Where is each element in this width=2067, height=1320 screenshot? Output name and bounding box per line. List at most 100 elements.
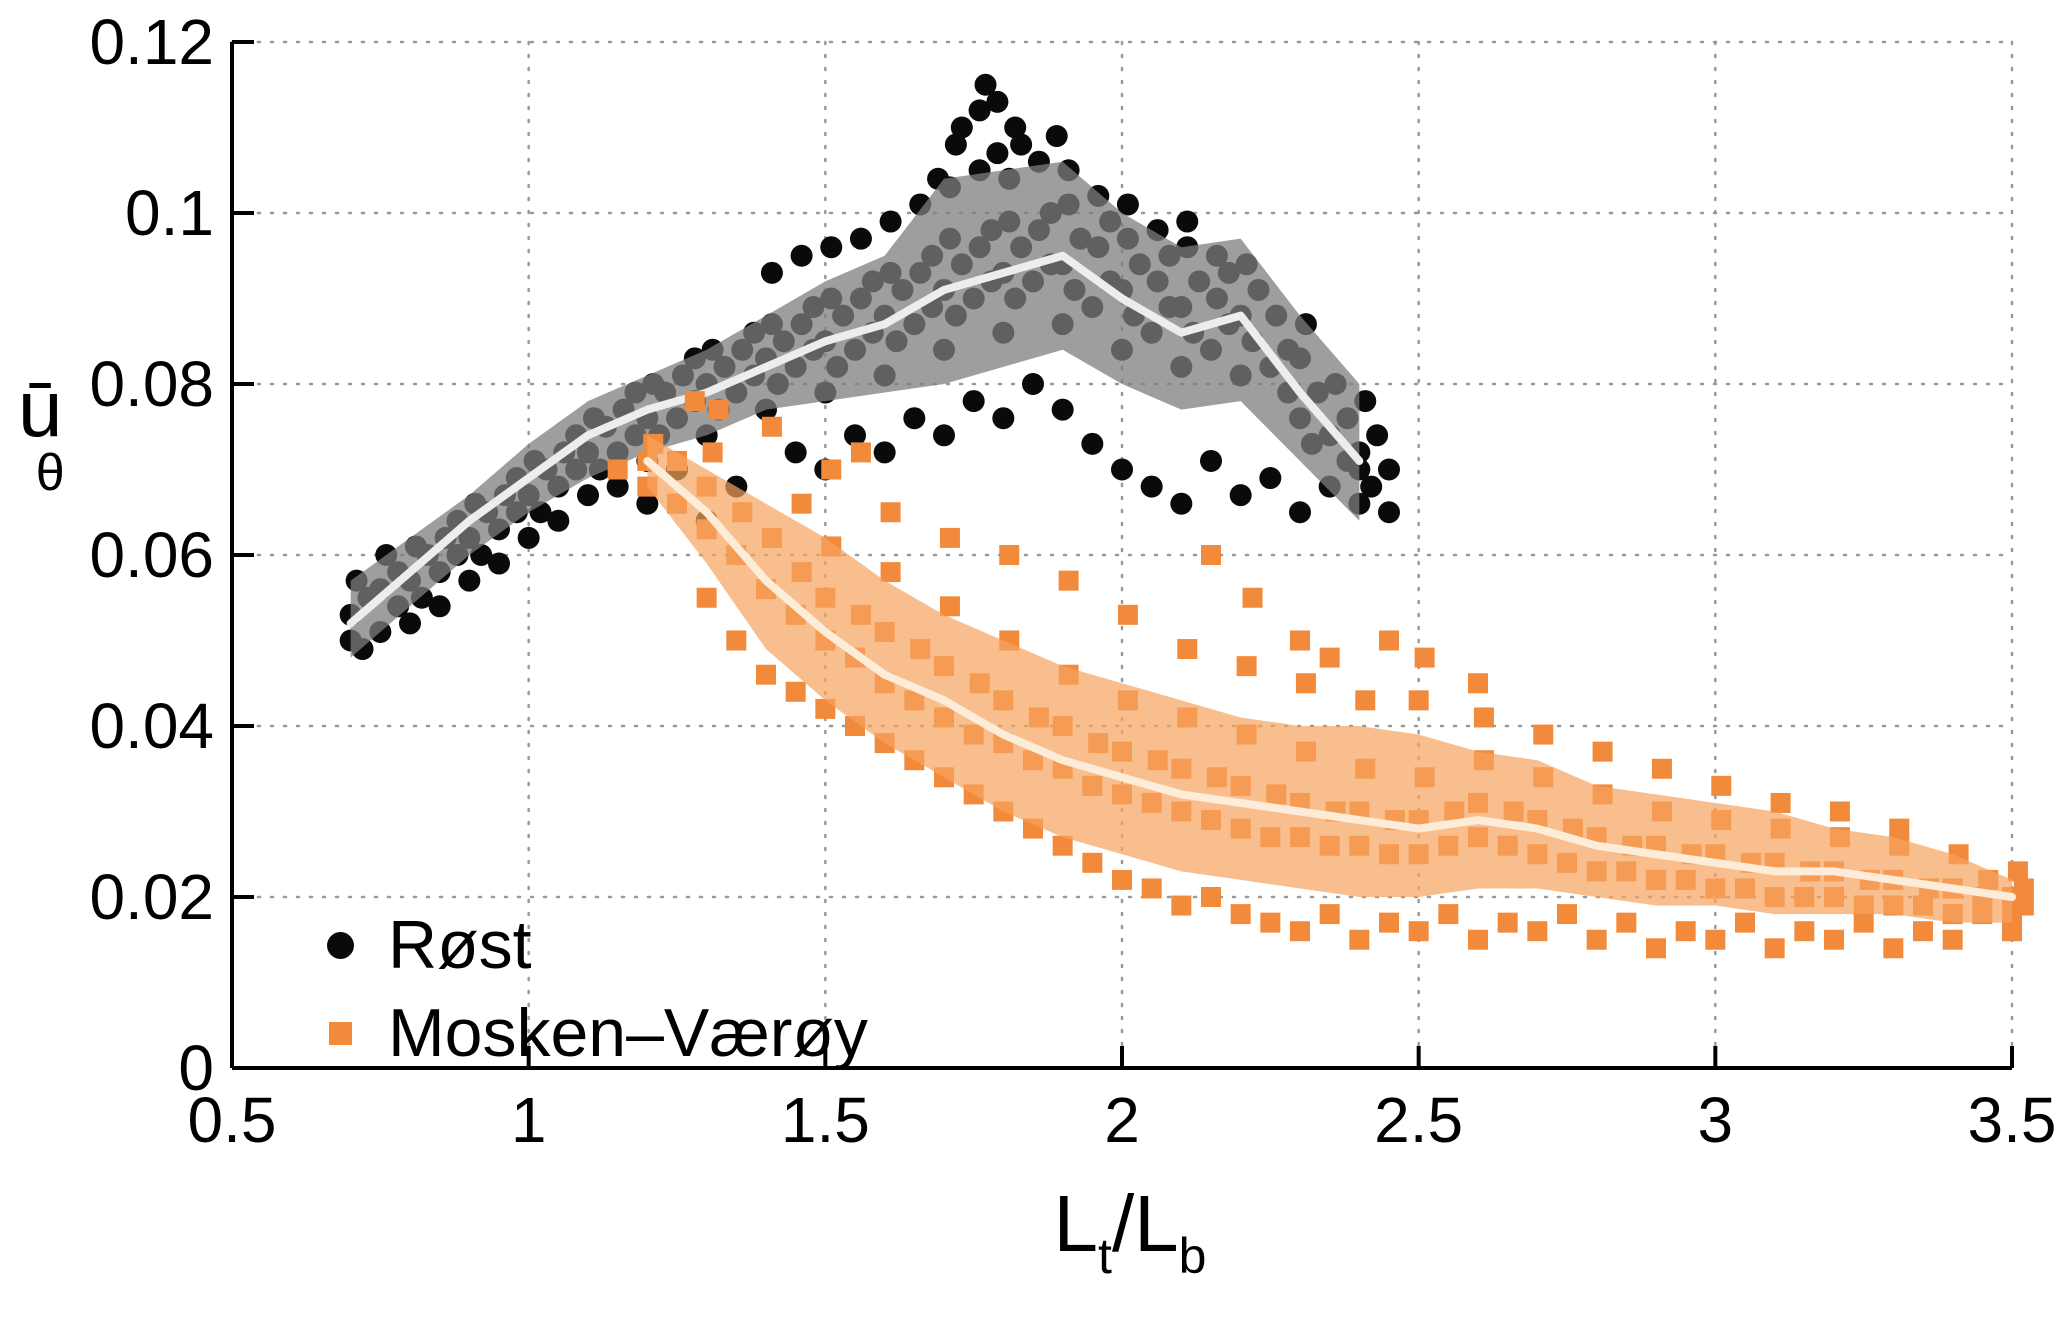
mosken-data-point: [880, 502, 901, 523]
mosken-data-point: [1290, 921, 1310, 942]
rost-data-point: [992, 407, 1015, 430]
mosken-data-point: [791, 493, 812, 514]
rost-data-point: [1354, 390, 1377, 413]
mosken-data-point: [1913, 921, 1933, 942]
y-tick-label: 0.04: [89, 690, 214, 762]
mosken-data-point: [1711, 775, 1732, 796]
rost-data-point: [950, 116, 973, 139]
mosken-data-point: [756, 664, 776, 685]
x-axis-label: Lt/Lb: [900, 1178, 1360, 1281]
rost-data-point: [944, 133, 967, 156]
rost-data-point: [399, 612, 421, 635]
mosken-data-point: [1201, 545, 1221, 565]
mosken-data-point: [2007, 861, 2028, 882]
y-axis-label: ū θ: [18, 369, 65, 499]
rost-data-point: [986, 142, 1009, 165]
y-tick-label: 0.02: [89, 861, 214, 933]
mosken-data-point: [1646, 938, 1666, 959]
mosken-data-point: [785, 681, 806, 702]
legend-label: Mosken–Værøy: [388, 995, 868, 1071]
rost-data-point: [974, 73, 997, 96]
mosken-data-point: [1883, 938, 1904, 959]
mosken-data-point: [684, 391, 705, 412]
mosken-data-point: [1764, 938, 1785, 959]
rost-data-point: [1259, 467, 1282, 490]
y-tick-label: 0.12: [89, 6, 214, 78]
mosken-data-point: [1592, 741, 1613, 762]
mosken-data-point: [1468, 673, 1488, 694]
mosken-data-point: [1201, 887, 1221, 907]
rost-data-point: [488, 552, 510, 575]
y-tick-label: 0.06: [89, 519, 214, 591]
mosken-data-point: [1236, 656, 1257, 677]
mosken-data-point: [850, 442, 871, 463]
mosken-data-point: [1295, 673, 1316, 694]
square-marker-icon: [328, 1021, 352, 1045]
mosken-data-point: [999, 545, 1020, 565]
rost-data-point: [879, 210, 902, 233]
rost-data-point: [1111, 458, 1133, 481]
mosken-data-point: [1770, 792, 1791, 813]
x-tick-label: 1: [511, 1084, 547, 1156]
rost-data-point: [1200, 449, 1222, 472]
mosken-data-point: [1438, 904, 1459, 925]
rost-data-point: [1081, 432, 1104, 455]
mosken-data-point: [1557, 904, 1577, 925]
mosken-data-point: [939, 527, 960, 548]
mosken-data-point: [1260, 912, 1281, 933]
x-tick-label: 2.5: [1374, 1084, 1463, 1156]
mosken-data-point: [1468, 929, 1488, 950]
rost-data-point: [1116, 193, 1139, 216]
mosken-data-point: [1052, 835, 1073, 856]
mosken-data-point: [821, 459, 842, 480]
rost-data-point: [760, 261, 783, 284]
rost-data-point: [428, 595, 451, 618]
mosken-data-point: [1349, 929, 1370, 950]
x-label-part: L: [1053, 1179, 1099, 1268]
rost-data-point: [1045, 125, 1068, 148]
mosken-data-point: [1889, 818, 1910, 839]
rost-data-point: [1176, 210, 1199, 233]
rost-data-point: [844, 424, 866, 447]
y-tick-label: 0.1: [125, 177, 214, 249]
mosken-data-point: [880, 562, 901, 583]
rost-data-point: [1022, 373, 1044, 395]
mosken-data-point: [1651, 758, 1672, 779]
rost-data-point: [903, 407, 926, 430]
rost-data-point: [790, 244, 813, 267]
rost-data-point: [968, 99, 991, 122]
mosken-data-point: [1616, 912, 1637, 933]
mosken-data-point: [1705, 929, 1726, 950]
mosken-data-point: [1853, 912, 1874, 933]
mosken-data-point: [1735, 912, 1755, 933]
mosken-data-point: [1290, 630, 1310, 651]
rost-data-point: [636, 492, 659, 515]
legend-item-rost: Røst: [292, 907, 868, 983]
mosken-data-point: [1942, 929, 1963, 950]
x-tick-label: 2: [1104, 1084, 1140, 1156]
x-label-subscript: b: [1178, 1228, 1207, 1284]
rost-data-point: [849, 227, 872, 250]
mosken-data-point: [2013, 878, 2034, 899]
rost-data-point: [1229, 484, 1252, 507]
mosken-data-point: [1058, 570, 1079, 591]
mosken-envelope-band: [647, 435, 2013, 923]
mosken-data-point: [1675, 921, 1696, 942]
mosken-data-point: [1824, 929, 1844, 950]
rost-data-point: [1004, 116, 1027, 139]
rost-data-point: [1051, 398, 1074, 421]
mosken-data-point: [1141, 878, 1162, 899]
mosken-data-point: [1112, 869, 1132, 890]
mosken-data-point: [1242, 587, 1263, 608]
mosken-data-point: [1319, 647, 1340, 668]
rost-data-point: [606, 475, 629, 498]
mosken-data-point: [696, 587, 717, 608]
mosken-data-point: [1117, 604, 1138, 625]
rost-data-point: [1140, 475, 1163, 498]
rost-data-point: [458, 569, 481, 592]
rost-data-point: [517, 526, 540, 549]
mosken-data-point: [1527, 921, 1548, 942]
